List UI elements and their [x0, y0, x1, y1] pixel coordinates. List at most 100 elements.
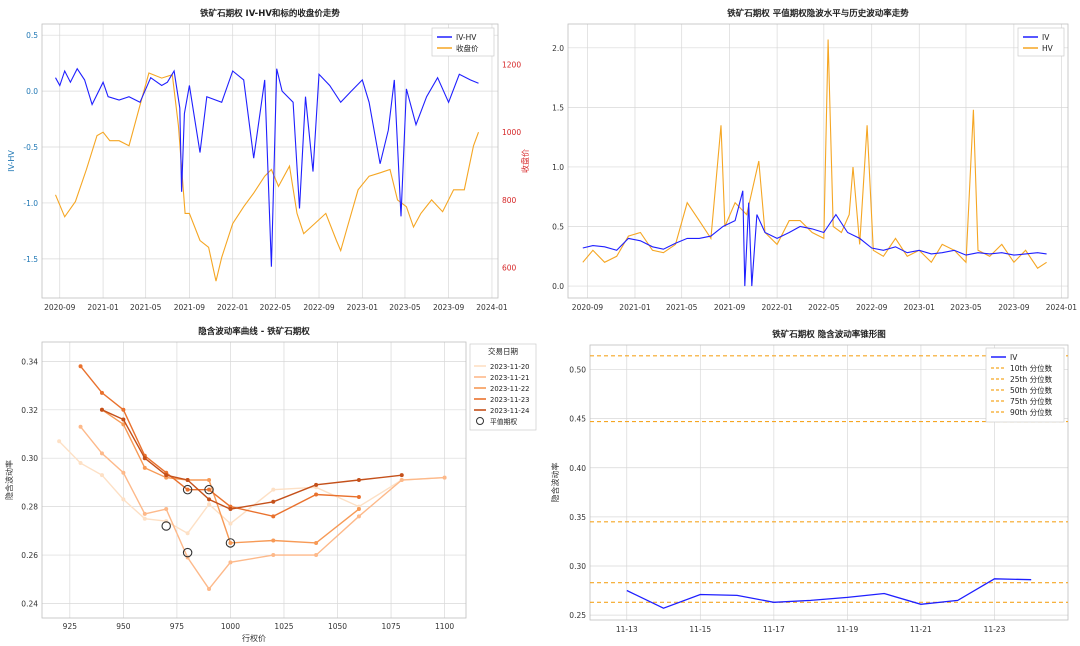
plot-frame [41, 341, 467, 619]
chart-title: 铁矿石期权 隐含波动率锥形图 [772, 329, 885, 340]
legend-label: IV [1042, 33, 1050, 42]
x-axis-label: 行权价 [242, 633, 266, 643]
x-tick-label: 2021-09 [174, 303, 206, 312]
series-line-iv [626, 578, 1032, 609]
series-point [99, 473, 104, 478]
series-point [271, 538, 276, 543]
legend-label: 50th 分位数 [1010, 385, 1053, 395]
y-tick-label: 0.45 [569, 415, 586, 424]
x-tick-label: 11-15 [689, 625, 711, 634]
chart-title: 铁矿石期权 IV-HV和标的收盘价走势 [200, 8, 340, 19]
series-point [228, 560, 233, 565]
x-tick-label: 2021-01 [619, 303, 651, 312]
x-tick-label: 2023-05 [389, 303, 421, 312]
y-tick-label: -1.5 [23, 255, 38, 264]
series-point [314, 492, 319, 497]
series-point [57, 439, 62, 444]
y-tick-label: 0.25 [569, 611, 586, 620]
series-point [271, 514, 276, 519]
x-tick-label: 2022-05 [808, 303, 840, 312]
series-line-close [54, 72, 480, 282]
x-tick-label: 2022-01 [761, 303, 793, 312]
series-point [442, 475, 447, 480]
atm-marker [182, 547, 193, 558]
series-point [78, 461, 83, 466]
y-tick-label: -0.5 [23, 143, 38, 152]
series-point [271, 553, 276, 558]
plot-frame [589, 344, 1069, 621]
legend-label: IV [1010, 353, 1018, 362]
series-point [121, 417, 126, 422]
chart-2: 2020-09 2021-01 2021-05 2021-09 2022-01 2022-… [552, 8, 1077, 312]
legend-box [985, 347, 1065, 423]
series-point [207, 497, 212, 502]
series-point [121, 470, 126, 475]
atm-marker [161, 521, 171, 531]
chart-3: 925 950 975 1000 1025 1050 1075 1100 0.34 0.32 0.3… [4, 326, 537, 643]
series-point [185, 478, 190, 482]
series-line-hv [582, 39, 1047, 269]
x-tick-label: 2022-05 [260, 303, 292, 312]
series-point [185, 531, 190, 536]
x-tick-label: 950 [116, 622, 131, 631]
series-point [356, 494, 361, 499]
atm-marker [225, 538, 236, 548]
series-point [207, 478, 212, 482]
x-tick-label: 2023-05 [950, 303, 982, 312]
series-point [271, 499, 276, 504]
x-tick-label: 11-21 [910, 625, 932, 634]
y-tick-label: 0.30 [569, 562, 586, 571]
y2-tick-label: 600 [502, 264, 517, 273]
legend-label: 收盘价 [456, 43, 479, 53]
series-point [121, 422, 126, 427]
y-tick-label: 0.35 [569, 513, 586, 522]
y-tick-label: 0.30 [21, 454, 38, 463]
y2-axis-label: 收盘价 [520, 149, 530, 173]
series-point [142, 465, 147, 470]
plot-frame [41, 23, 499, 299]
y-tick-label: 0.50 [569, 366, 586, 375]
series-line-iv [582, 190, 1047, 287]
x-tick-label: 11-17 [763, 625, 785, 634]
series-point [185, 487, 190, 492]
series-point [121, 497, 126, 502]
legend-label: IV-HV [456, 33, 477, 42]
series-point [228, 507, 233, 512]
y-tick-label: 0.28 [21, 503, 38, 512]
y-tick-label: 2.0 [552, 44, 564, 53]
legend-label: 2023-11-21 [490, 374, 530, 382]
y-tick-label: 0.34 [21, 357, 38, 366]
x-tick-label: 2022-09 [303, 303, 335, 312]
y2-tick-label: 800 [502, 196, 517, 205]
x-tick-label: 1000 [221, 622, 240, 631]
series-point [142, 456, 147, 461]
y-tick-label: 0.5 [26, 31, 38, 40]
legend-label: 75th 分位数 [1010, 396, 1053, 406]
chart-1: 2020-09 2021-01 2021-05 2021-09 2022-01 2022-… [7, 8, 530, 312]
x-tick-label: 2021-01 [87, 303, 119, 312]
x-tick-label: 1100 [435, 622, 454, 631]
legend-label: 2023-11-23 [490, 396, 530, 404]
y-tick-label: 0.0 [26, 87, 38, 96]
x-tick-label: 11-19 [836, 625, 858, 634]
x-tick-label: 1025 [274, 622, 293, 631]
series-line-iv-hv [55, 67, 479, 267]
series-point [207, 502, 212, 507]
x-tick-label: 11-23 [984, 625, 1006, 634]
series-point [164, 473, 169, 478]
y2-tick-label: 1000 [502, 128, 521, 137]
series-point [207, 487, 212, 492]
y-tick-label: 1.5 [552, 103, 564, 112]
series-point [99, 390, 104, 395]
series-point [142, 516, 147, 521]
series-point [207, 586, 212, 591]
y-axis-label: 隐含波动率 [4, 460, 14, 500]
chart-title: 铁矿石期权 平值期权隐波水平与历史波动率走势 [727, 8, 909, 19]
x-tick-label: 2021-05 [666, 303, 698, 312]
series-point [314, 553, 319, 558]
x-tick-label: 2020-09 [44, 303, 76, 312]
series-point [399, 473, 404, 478]
x-tick-label: 1050 [328, 622, 347, 631]
legend-label: 2023-11-20 [490, 363, 530, 371]
